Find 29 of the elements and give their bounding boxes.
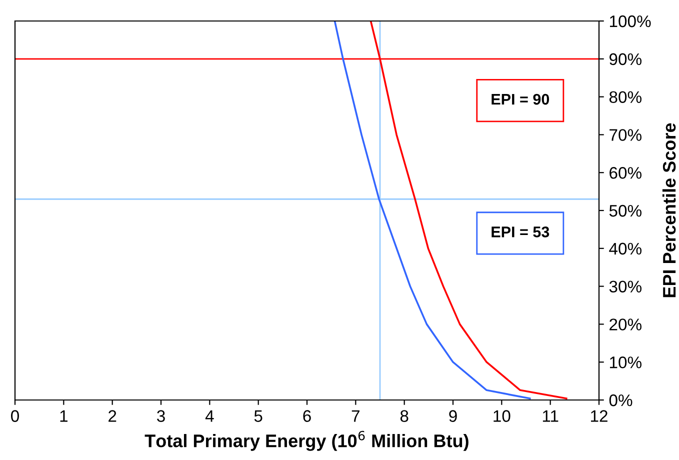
- y-tick-label: 20%: [610, 318, 642, 330]
- annotation: EPI = 90: [492, 94, 550, 105]
- y-tick-label: 10%: [610, 356, 642, 368]
- x-tick-label: 11: [542, 410, 558, 422]
- y-tick-label: 0%: [609, 394, 632, 406]
- x-tick-label: 12: [591, 410, 608, 422]
- x-tick-label: 8: [400, 410, 408, 422]
- x-tick-label: 7: [352, 410, 360, 422]
- y-tick-label: 90%: [610, 53, 642, 66]
- x-tick-label: 1: [60, 410, 68, 422]
- y-tick-label: 30%: [609, 280, 642, 293]
- x-tick-label: 3: [157, 410, 165, 422]
- y-tick-label: 40%: [609, 242, 642, 255]
- y-axis-title: EPI Percentile Score: [662, 123, 676, 298]
- x-tick-label: 5: [254, 410, 262, 422]
- annotation: EPI = 53: [492, 226, 550, 238]
- x-tick-label: 9: [449, 410, 457, 422]
- line-series: [334, 21, 531, 400]
- y-tick-label: 100%: [610, 15, 651, 28]
- x-tick-label: 10: [494, 410, 510, 422]
- x-tick-label: 2: [108, 410, 116, 422]
- y-tick-label: 60%: [610, 167, 642, 179]
- x-tick-label: 4: [205, 410, 214, 422]
- x-tick-label: 6: [303, 410, 311, 422]
- x-axis-title: Total Primary Energy (10$^{6}$ Million Btu): [144, 430, 468, 451]
- y-tick-label: 80%: [609, 91, 642, 104]
- y-tick-label: 70%: [610, 129, 642, 141]
- y-tick-label: 50%: [609, 204, 642, 217]
- x-tick-label: 0: [11, 410, 19, 422]
